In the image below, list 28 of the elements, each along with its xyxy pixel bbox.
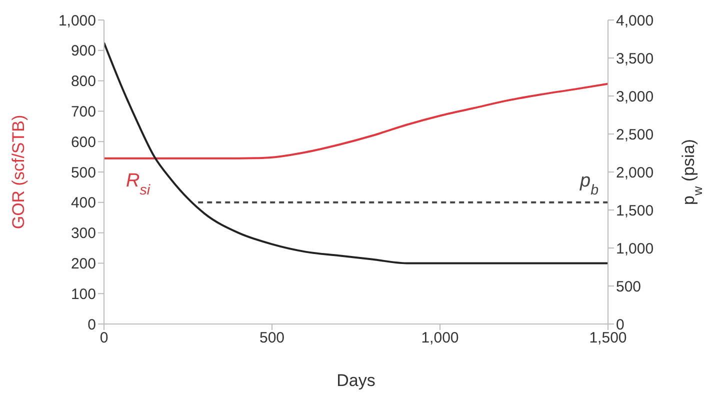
y-tick-label: 100 xyxy=(70,286,96,303)
x-tick-label: 1,000 xyxy=(421,330,459,347)
y-tick-label: 600 xyxy=(70,134,96,151)
y2-tick-label: 4,000 xyxy=(616,12,654,30)
y-tick-label: 1,000 xyxy=(58,12,96,30)
y2-tick-label: 2,500 xyxy=(616,126,654,144)
x-axis-title: Days xyxy=(336,371,376,390)
y-tick-label: 900 xyxy=(70,42,96,60)
y-tick-label: 0 xyxy=(88,316,96,334)
y-tick-label: 700 xyxy=(70,104,96,121)
y2-tick-label: 2,000 xyxy=(616,164,654,182)
y-tick-label: 400 xyxy=(70,194,96,212)
y-tick-label: 300 xyxy=(70,225,96,242)
line-series xyxy=(104,82,608,160)
y2-tick-label: 3,500 xyxy=(616,50,654,68)
y2-tick-label: 1,500 xyxy=(616,202,654,220)
y2-tick-label: 1,000 xyxy=(616,240,654,258)
x-tick-label: 500 xyxy=(259,330,285,347)
series-label: R$_{si}$ xyxy=(126,170,151,198)
line-series xyxy=(104,42,608,264)
y-axis-title: GOR (scf/STB) xyxy=(9,114,28,230)
y2-tick-label: 3,000 xyxy=(616,88,654,106)
y-tick-label: 800 xyxy=(70,73,96,90)
series-label: p$_{b}$ xyxy=(579,170,599,198)
x-tick-label: 0 xyxy=(100,330,108,347)
y-tick-label: 200 xyxy=(70,256,96,273)
y-tick-label: 500 xyxy=(70,164,96,182)
y2-tick-label: 500 xyxy=(616,278,642,296)
